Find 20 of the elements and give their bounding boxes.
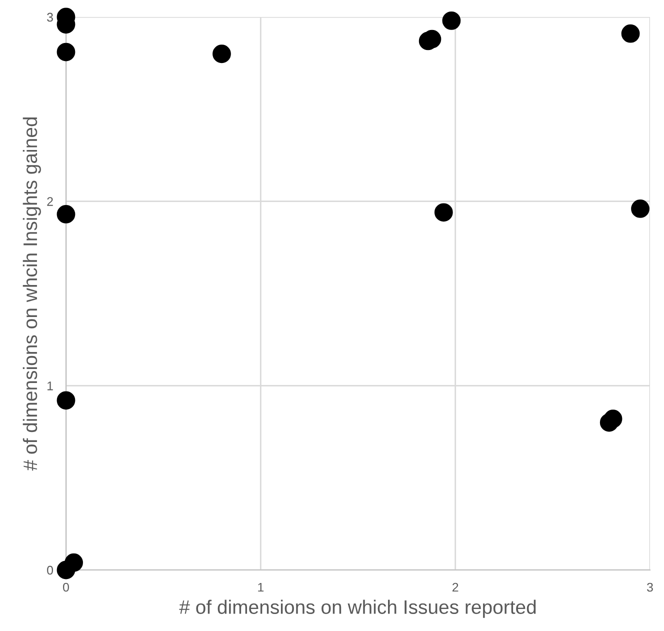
y-tick-label: 2 bbox=[47, 197, 53, 206]
point bbox=[212, 44, 231, 64]
point bbox=[56, 42, 76, 62]
point bbox=[442, 11, 461, 30]
x-axis-title: # of dimensions on which Issues reported bbox=[179, 600, 536, 618]
x-tick-label: 1 bbox=[258, 582, 264, 592]
y-tick-label: 0 bbox=[47, 566, 54, 575]
x-tick-label: 3 bbox=[647, 582, 653, 592]
point bbox=[621, 24, 640, 43]
y-tick-label: 3 bbox=[47, 12, 53, 22]
point bbox=[56, 391, 76, 410]
point bbox=[604, 410, 622, 428]
y-tick-label: 1 bbox=[48, 382, 53, 390]
point bbox=[64, 553, 83, 572]
point bbox=[631, 200, 650, 218]
point bbox=[434, 203, 453, 222]
x-tick-label: 0 bbox=[63, 582, 69, 592]
y-axis-title: # of dimensions on whcih Insights gained bbox=[22, 117, 41, 471]
x-tick-label: 2 bbox=[452, 582, 458, 592]
point bbox=[56, 205, 76, 224]
